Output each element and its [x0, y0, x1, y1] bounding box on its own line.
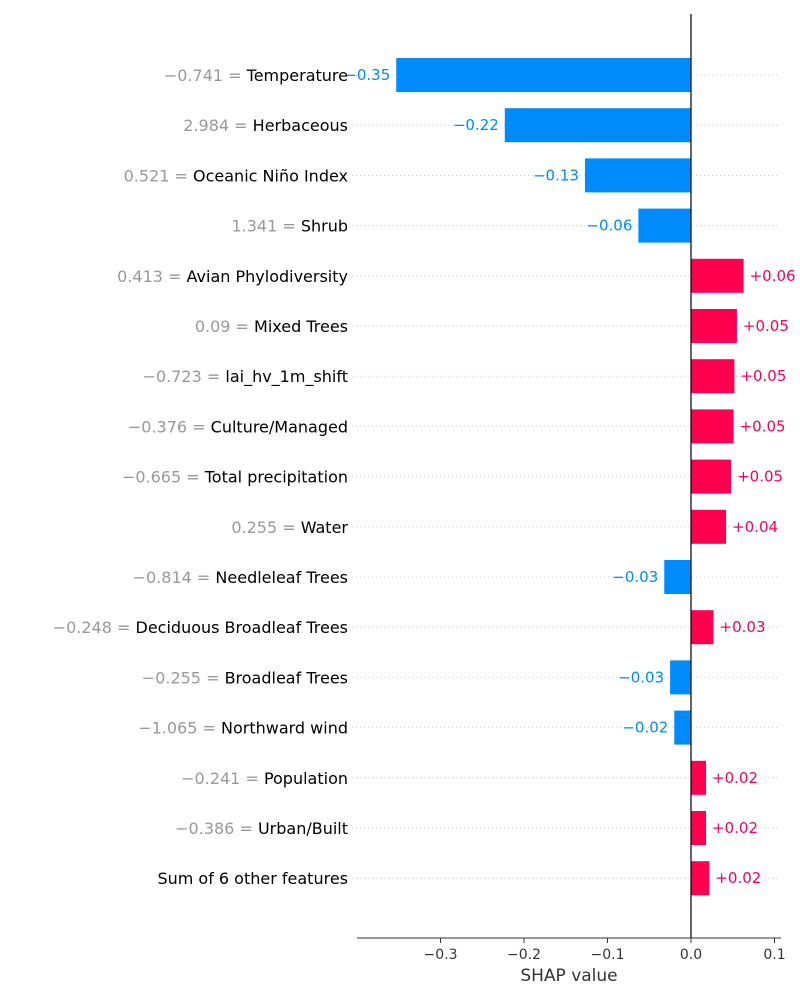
- feature-name: lai_hv_1m_shift: [225, 367, 348, 387]
- shap-bar: [691, 509, 727, 544]
- shap-bar: [691, 811, 707, 845]
- x-tick-label: −0.1: [591, 947, 625, 963]
- feature-name: Oceanic Niño Index: [193, 166, 348, 185]
- shap-bar: [691, 861, 710, 896]
- bar-value-label: +0.05: [740, 367, 786, 385]
- feature-name: Needleleaf Trees: [215, 568, 348, 587]
- feature-name: Temperature: [246, 66, 348, 85]
- feature-value: −0.386 =: [175, 819, 258, 838]
- feature-name: Water: [301, 518, 349, 537]
- feature-value: 0.521 =: [124, 166, 193, 185]
- feature-name: Avian Phylodiversity: [187, 267, 348, 286]
- feature-value: −0.255 =: [142, 668, 225, 687]
- feature-name: Sum of 6 other features: [157, 869, 348, 888]
- shap-bar: [504, 108, 691, 143]
- feature-label: 0.521 = Oceanic Niño Index: [124, 166, 348, 185]
- bar-value-label: −0.02: [622, 719, 668, 737]
- shap-bar: [691, 459, 732, 494]
- bar-value-label: −0.03: [618, 668, 664, 686]
- feature-label: 0.255 = Water: [231, 518, 348, 537]
- bar-value-label: +0.05: [740, 417, 786, 435]
- feature-name: Population: [264, 769, 348, 788]
- x-tick-label: 0.0: [680, 947, 702, 963]
- feature-name: Total precipitation: [204, 468, 348, 487]
- feature-label: −0.376 = Culture/Managed: [128, 417, 348, 436]
- shap-bar: [638, 208, 691, 243]
- shap-bar: [670, 660, 691, 695]
- feature-name: Mixed Trees: [254, 317, 348, 336]
- shap-bar: [691, 760, 707, 795]
- feature-value: −0.376 =: [128, 417, 211, 436]
- bar-value-label: +0.02: [712, 769, 758, 787]
- shap-bar: [691, 409, 734, 444]
- feature-label: −0.248 = Deciduous Broadleaf Trees: [53, 618, 348, 637]
- feature-label: −0.723 = lai_hv_1m_shift: [143, 367, 348, 387]
- feature-value: −0.741 =: [164, 66, 247, 85]
- bar-value-label: −0.22: [453, 116, 499, 134]
- feature-value: 0.09 =: [195, 317, 254, 336]
- feature-value: −0.248 =: [53, 618, 136, 637]
- feature-name: Broadleaf Trees: [225, 668, 348, 687]
- shap-bar: [691, 309, 737, 343]
- feature-label: −0.665 = Total precipitation: [122, 468, 348, 487]
- feature-label: −0.814 = Needleleaf Trees: [133, 568, 348, 587]
- feature-name: Culture/Managed: [211, 417, 348, 436]
- x-axis-title: SHAP value: [520, 966, 617, 986]
- bars: [396, 58, 744, 896]
- bar-value-label: +0.05: [743, 317, 789, 335]
- feature-value: 0.255 =: [231, 518, 300, 537]
- feature-value: −1.065 =: [138, 719, 221, 738]
- feature-label: 0.413 = Avian Phylodiversity: [117, 267, 348, 286]
- bar-value-label: −0.06: [586, 217, 632, 235]
- feature-value: −0.723 =: [143, 367, 226, 386]
- feature-name: Northward wind: [221, 719, 348, 738]
- shap-bar: [691, 258, 744, 293]
- bar-value-label: +0.02: [715, 869, 761, 887]
- shap-bar: [691, 359, 735, 394]
- feature-value: −0.814 =: [133, 568, 216, 587]
- bar-value-label: +0.02: [712, 819, 758, 837]
- bar-value-label: −0.35: [344, 66, 390, 84]
- feature-value: 2.984 =: [183, 116, 252, 135]
- x-tick-label: −0.3: [424, 947, 458, 963]
- feature-value: −0.665 =: [122, 468, 205, 487]
- shap-bar: [691, 610, 714, 645]
- bar-value-label: +0.06: [750, 267, 796, 285]
- feature-label: −0.741 = Temperature: [164, 66, 348, 85]
- feature-labels: −0.35−0.741 = Temperature−0.222.984 = He…: [53, 66, 796, 888]
- x-tick-label: −0.2: [507, 947, 541, 963]
- feature-label: −0.255 = Broadleaf Trees: [142, 668, 348, 687]
- x-axis: −0.3 −0.2 −0.1 0.0 0.1 SHAP value: [357, 937, 786, 986]
- feature-name: Herbaceous: [253, 116, 348, 135]
- feature-label: −0.386 = Urban/Built: [175, 819, 348, 838]
- feature-name: Deciduous Broadleaf Trees: [136, 618, 349, 637]
- feature-value: 1.341 =: [231, 217, 300, 236]
- shap-bar: [674, 710, 691, 745]
- bar-value-label: +0.05: [737, 468, 783, 486]
- shap-bar: [584, 158, 691, 193]
- feature-value: −0.241 =: [181, 769, 264, 788]
- feature-label: 0.09 = Mixed Trees: [195, 317, 348, 336]
- feature-label: −0.241 = Population: [181, 769, 348, 788]
- feature-label: −1.065 = Northward wind: [138, 719, 348, 738]
- feature-value: 0.413 =: [117, 267, 186, 286]
- bar-value-label: +0.03: [720, 618, 766, 636]
- bar-value-label: −0.13: [533, 166, 579, 184]
- feature-name: Urban/Built: [258, 819, 348, 838]
- feature-label: 2.984 = Herbaceous: [183, 116, 348, 135]
- shap-bar: [664, 560, 691, 594]
- shap-bar: [396, 58, 691, 92]
- feature-label: Sum of 6 other features: [157, 869, 348, 888]
- bar-value-label: −0.03: [612, 568, 658, 586]
- x-tick-label: 0.1: [763, 947, 785, 963]
- feature-name: Shrub: [301, 217, 348, 236]
- x-axis-ticks: −0.3 −0.2 −0.1 0.0 0.1: [424, 938, 786, 963]
- feature-label: 1.341 = Shrub: [231, 217, 348, 236]
- bar-value-label: +0.04: [732, 518, 778, 536]
